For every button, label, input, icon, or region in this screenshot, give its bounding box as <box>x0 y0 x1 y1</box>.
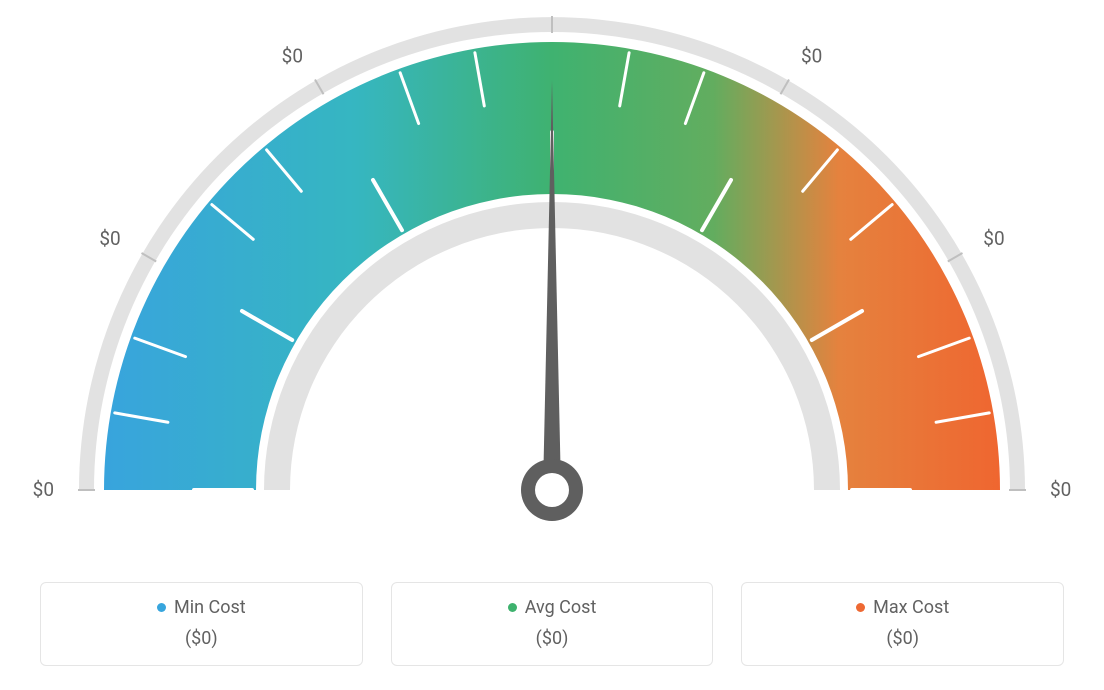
gauge-tick-label: $0 <box>99 227 120 250</box>
legend-value-avg: ($0) <box>392 628 713 649</box>
legend-dot-max <box>856 603 865 612</box>
legend-dot-avg <box>508 603 517 612</box>
legend-label-avg: Avg Cost <box>525 597 597 618</box>
legend-row: Min Cost ($0) Avg Cost ($0) Max Cost ($0… <box>0 582 1104 666</box>
gauge-tick-label: $0 <box>1050 478 1071 501</box>
gauge-svg: $0$0$0$0$0$0$0 <box>0 0 1104 560</box>
gauge-tick-label: $0 <box>801 45 822 68</box>
gauge-chart: $0$0$0$0$0$0$0 Min Cost ($0) Avg Cost ($… <box>0 0 1104 690</box>
legend-value-max: ($0) <box>742 628 1063 649</box>
gauge-tick-label: $0 <box>33 478 54 501</box>
legend-label-max: Max Cost <box>873 597 949 618</box>
gauge-hub-inner <box>535 473 569 507</box>
legend-card-max: Max Cost ($0) <box>741 582 1064 666</box>
legend-card-min: Min Cost ($0) <box>40 582 363 666</box>
gauge-tick-label: $0 <box>983 227 1004 250</box>
legend-label-min: Min Cost <box>174 597 246 618</box>
legend-dot-min <box>157 603 166 612</box>
legend-value-min: ($0) <box>41 628 362 649</box>
legend-card-avg: Avg Cost ($0) <box>391 582 714 666</box>
gauge-tick-label: $0 <box>282 45 303 68</box>
